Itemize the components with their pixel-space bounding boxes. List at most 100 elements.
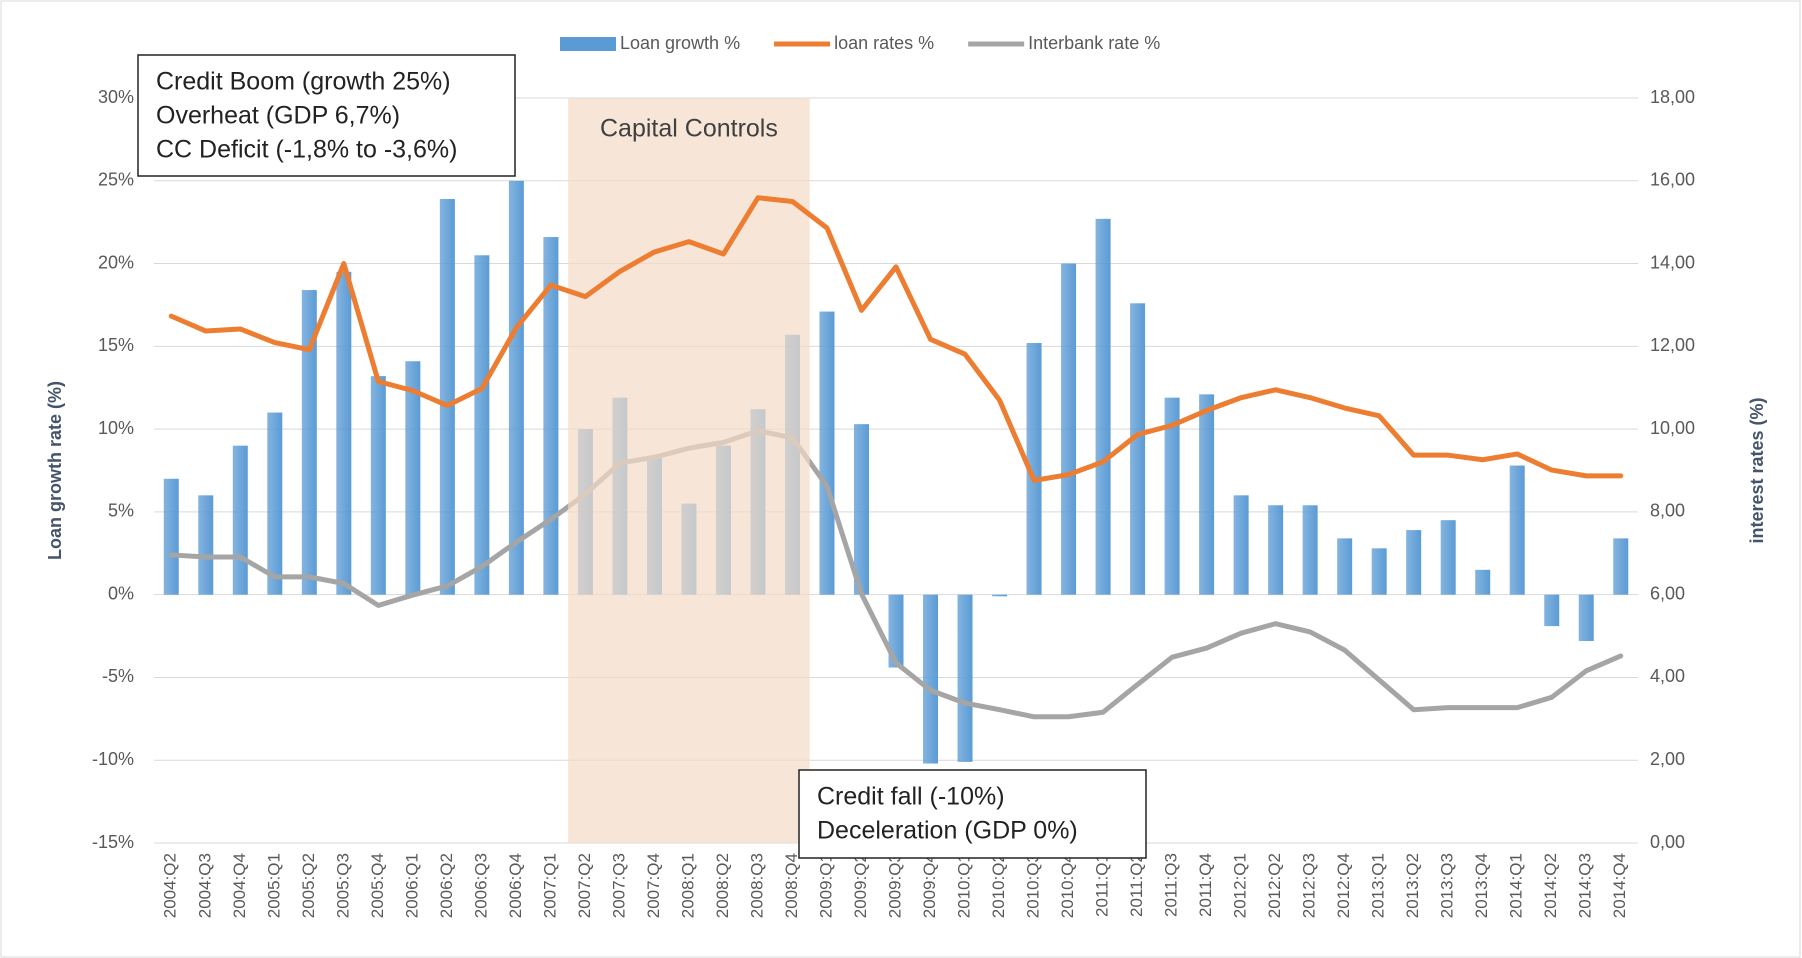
y2-tick-label: 10,00 <box>1650 418 1695 438</box>
x-tick-label: 2005:Q3 <box>333 853 352 918</box>
x-tick-label: 2013:Q3 <box>1438 853 1457 918</box>
bar <box>1337 538 1353 595</box>
bar <box>474 255 490 595</box>
bar <box>1095 218 1111 595</box>
y2-tick-label: 8,00 <box>1650 501 1685 521</box>
x-tick-label: 2012:Q1 <box>1231 853 1250 918</box>
x-tick-label: 2012:Q3 <box>1300 853 1319 918</box>
y-tick-label: 5% <box>108 501 134 521</box>
y2-tick-label: 2,00 <box>1650 749 1685 769</box>
x-tick-label: 2006:Q1 <box>402 853 421 918</box>
x-tick-label: 2014:Q1 <box>1507 853 1526 918</box>
y-tick-label: 30% <box>98 87 134 107</box>
y2-tick-label: 18,00 <box>1650 87 1695 107</box>
annotation-text: Credit fall (-10%) <box>817 783 1005 811</box>
bar <box>853 424 869 595</box>
x-tick-label: 2005:Q4 <box>368 853 387 918</box>
legend-label: loan rates % <box>834 33 934 53</box>
y2-tick-label: 4,00 <box>1650 666 1685 686</box>
bar <box>198 495 214 595</box>
bar <box>923 594 939 764</box>
y-tick-label: -15% <box>92 832 134 852</box>
y-tick-label: 10% <box>98 418 134 438</box>
x-tick-label: 2008:Q3 <box>747 853 766 918</box>
annotation-text: Credit Boom (growth 25%) <box>156 68 451 96</box>
legend-label: Interbank rate % <box>1028 33 1160 53</box>
x-tick-label: 2010:Q2 <box>989 853 1008 918</box>
x-tick-label: 2004:Q3 <box>195 853 214 918</box>
bar <box>336 271 352 595</box>
bar <box>508 180 524 595</box>
x-tick-label: 2010:Q3 <box>1024 853 1043 918</box>
bar <box>1406 530 1422 595</box>
bar <box>1164 397 1180 595</box>
legend-swatch <box>560 37 616 51</box>
line-series <box>168 428 1624 720</box>
x-tick-label: 2010:Q1 <box>955 853 974 918</box>
x-tick-label: 2013:Q4 <box>1472 853 1491 918</box>
shaded-region-label: Capital Controls <box>600 115 778 143</box>
y-tick-label: 25% <box>98 170 134 190</box>
x-tick-label: 2006:Q3 <box>471 853 490 918</box>
x-tick-label: 2007:Q2 <box>575 853 594 918</box>
x-tick-label: 2009:Q2 <box>851 853 870 918</box>
x-tick-label: 2004:Q4 <box>230 853 249 918</box>
x-tick-label: 2011:Q4 <box>1196 853 1215 917</box>
y-tick-label: 20% <box>98 252 134 272</box>
annotation-box <box>798 769 1147 859</box>
bar <box>1130 303 1146 595</box>
y-tick-label: 15% <box>98 335 134 355</box>
bar <box>405 361 421 595</box>
y-tick-label: -10% <box>92 749 134 769</box>
bar <box>1199 394 1215 595</box>
annotation-text: CC Deficit (-1,8% to -3,6%) <box>156 136 457 164</box>
bar <box>1268 505 1284 595</box>
x-tick-label: 2012:Q4 <box>1334 853 1353 918</box>
bar <box>163 478 179 595</box>
bar <box>1544 594 1560 627</box>
bar <box>819 311 835 595</box>
x-tick-label: 2008:Q4 <box>782 853 801 918</box>
bar <box>1302 505 1318 595</box>
x-tick-label: 2005:Q1 <box>264 853 283 918</box>
bar <box>1233 495 1249 595</box>
x-tick-label: 2007:Q3 <box>609 853 628 918</box>
annotation-text: Overheat (GDP 6,7%) <box>156 102 400 130</box>
x-tick-label: 2011:Q3 <box>1162 853 1181 917</box>
y2-tick-label: 16,00 <box>1650 170 1695 190</box>
bar <box>1371 548 1387 595</box>
x-tick-label: 2009:Q4 <box>920 853 939 918</box>
bar <box>1440 520 1456 595</box>
x-tick-label: 2014:Q2 <box>1541 853 1560 918</box>
y2-tick-label: 12,00 <box>1650 335 1695 355</box>
y2-tick-label: 14,00 <box>1650 252 1695 272</box>
x-tick-label: 2010:Q4 <box>1058 853 1077 918</box>
bar <box>301 290 317 595</box>
bar <box>267 412 283 595</box>
annotation-text: Deceleration (GDP 0%) <box>817 817 1078 845</box>
x-tick-label: 2014:Q4 <box>1610 853 1629 918</box>
y-tick-label: 0% <box>108 583 134 603</box>
x-tick-label: 2012:Q2 <box>1265 853 1284 918</box>
bar <box>543 237 559 595</box>
bar <box>370 376 386 595</box>
shaded-region <box>568 98 810 843</box>
y2-tick-label: 6,00 <box>1650 583 1685 603</box>
x-tick-label: 2011:Q2 <box>1127 853 1146 917</box>
bar <box>888 594 904 668</box>
x-tick-label: 2008:Q2 <box>713 853 732 918</box>
x-tick-label: 2009:Q1 <box>816 853 835 918</box>
legend-label: Loan growth % <box>620 33 740 53</box>
x-tick-label: 2013:Q2 <box>1403 853 1422 918</box>
y-axis-title: Loan growth rate (%) <box>45 381 65 560</box>
bar <box>1026 343 1042 595</box>
bar <box>1061 263 1077 595</box>
bar <box>1475 569 1491 595</box>
bar <box>1613 538 1629 595</box>
bar <box>232 445 248 595</box>
x-tick-label: 2006:Q4 <box>506 853 525 918</box>
x-tick-label: 2004:Q2 <box>161 853 180 918</box>
x-tick-label: 2009:Q3 <box>885 853 904 918</box>
x-tick-label: 2014:Q3 <box>1576 853 1595 918</box>
x-tick-label: 2005:Q2 <box>299 853 318 918</box>
